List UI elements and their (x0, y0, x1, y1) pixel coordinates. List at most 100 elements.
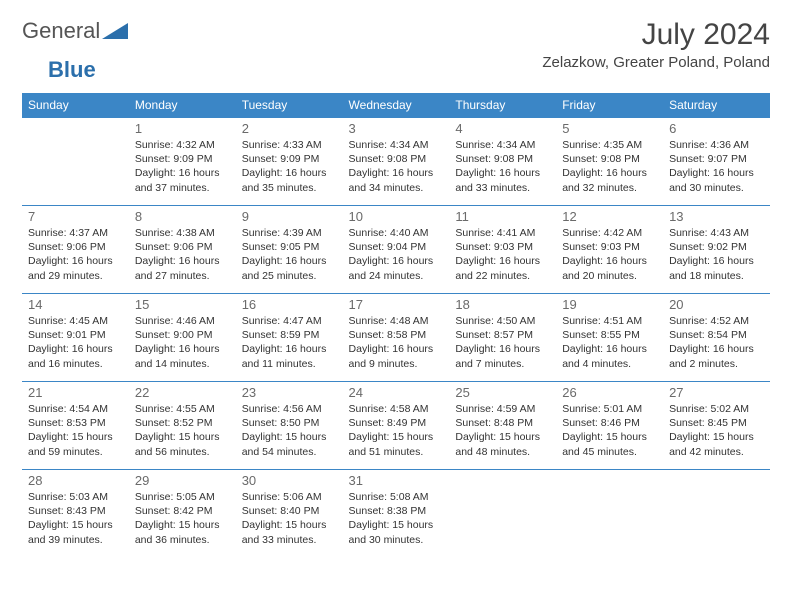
day-number: 7 (28, 209, 123, 224)
calendar-cell: 5Sunrise: 4:35 AMSunset: 9:08 PMDaylight… (556, 118, 663, 206)
day-number: 30 (242, 473, 337, 488)
calendar-cell: 17 Sunrise: 4:48 AMSunset: 8:58 PMDayligh… (343, 294, 450, 382)
day-info: Sunrise: 4:37 AMSunset: 9:06 PMDaylight:… (28, 226, 123, 283)
calendar-cell (449, 470, 556, 558)
day-number: 14 (28, 297, 123, 312)
day-info: Sunrise: 4:38 AMSunset: 9:06 PMDaylight:… (135, 226, 230, 283)
day-info: Sunrise: 5:02 AMSunset: 8:45 PMDaylight:… (669, 402, 764, 459)
day-number: 2 (242, 121, 337, 136)
day-info: Sunrise: 4:48 AMSunset: 8:58 PMDaylight:… (349, 314, 444, 371)
calendar-cell (663, 470, 770, 558)
day-info: Sunrise: 4:47 AMSunset: 8:59 PMDaylight:… (242, 314, 337, 371)
calendar-cell: 13 Sunrise: 4:43 AMSunset: 9:02 PMDayligh… (663, 206, 770, 294)
calendar-cell: 20 Sunrise: 4:52 AMSunset: 8:54 PMDayligh… (663, 294, 770, 382)
calendar-cell: 21 Sunrise: 4:54 AMSunset: 8:53 PMDayligh… (22, 382, 129, 470)
day-number: 12 (562, 209, 657, 224)
calendar-cell: 14 Sunrise: 4:45 AMSunset: 9:01 PMDayligh… (22, 294, 129, 382)
calendar-cell: 4 Sunrise: 4:34 AMSunset: 9:08 PMDaylight… (449, 118, 556, 206)
calendar-cell: 10Sunrise: 4:40 AMSunset: 9:04 PMDayligh… (343, 206, 450, 294)
day-info: Sunrise: 4:41 AMSunset: 9:03 PMDaylight:… (455, 226, 550, 283)
calendar-cell: 12 Sunrise: 4:42 AMSunset: 9:03 PMDayligh… (556, 206, 663, 294)
day-info: Sunrise: 4:42 AMSunset: 9:03 PMDaylight:… (562, 226, 657, 283)
calendar-head: SundayMondayTuesdayWednesdayThursdayFrid… (22, 93, 770, 118)
calendar-week-row: 14 Sunrise: 4:45 AMSunset: 9:01 PMDayligh… (22, 294, 770, 382)
calendar-cell: 27 Sunrise: 5:02 AMSunset: 8:45 PMDayligh… (663, 382, 770, 470)
day-number: 8 (135, 209, 230, 224)
day-header: Friday (556, 93, 663, 118)
day-info: Sunrise: 4:52 AMSunset: 8:54 PMDaylight:… (669, 314, 764, 371)
calendar-week-row: 1Sunrise: 4:32 AMSunset: 9:09 PMDaylight… (22, 118, 770, 206)
calendar-cell: 30 Sunrise: 5:06 AMSunset: 8:40 PMDayligh… (236, 470, 343, 558)
day-info: Sunrise: 5:08 AMSunset: 8:38 PMDaylight:… (349, 490, 444, 547)
day-number: 21 (28, 385, 123, 400)
day-header: Tuesday (236, 93, 343, 118)
day-info: Sunrise: 4:36 AMSunset: 9:07 PMDaylight:… (669, 138, 764, 195)
day-info: Sunrise: 5:05 AMSunset: 8:42 PMDaylight:… (135, 490, 230, 547)
calendar-cell: 2 Sunrise: 4:33 AMSunset: 9:09 PMDaylight… (236, 118, 343, 206)
day-number: 9 (242, 209, 337, 224)
day-number: 29 (135, 473, 230, 488)
day-header: Wednesday (343, 93, 450, 118)
month-title: July 2024 (542, 18, 770, 52)
day-info: Sunrise: 4:32 AMSunset: 9:09 PMDaylight:… (135, 138, 230, 195)
day-info: Sunrise: 4:56 AMSunset: 8:50 PMDaylight:… (242, 402, 337, 459)
calendar-cell: 28 Sunrise: 5:03 AMSunset: 8:43 PMDayligh… (22, 470, 129, 558)
day-info: Sunrise: 4:59 AMSunset: 8:48 PMDaylight:… (455, 402, 550, 459)
day-number: 11 (455, 209, 550, 224)
day-number: 26 (562, 385, 657, 400)
day-info: Sunrise: 4:55 AMSunset: 8:52 PMDaylight:… (135, 402, 230, 459)
day-info: Sunrise: 4:54 AMSunset: 8:53 PMDaylight:… (28, 402, 123, 459)
calendar-cell: 3Sunrise: 4:34 AMSunset: 9:08 PMDaylight… (343, 118, 450, 206)
calendar-week-row: 7 Sunrise: 4:37 AMSunset: 9:06 PMDaylight… (22, 206, 770, 294)
day-info: Sunrise: 4:33 AMSunset: 9:09 PMDaylight:… (242, 138, 337, 195)
day-info: Sunrise: 4:34 AMSunset: 9:08 PMDaylight:… (455, 138, 550, 195)
calendar-week-row: 21 Sunrise: 4:54 AMSunset: 8:53 PMDayligh… (22, 382, 770, 470)
day-info: Sunrise: 4:50 AMSunset: 8:57 PMDaylight:… (455, 314, 550, 371)
calendar-cell: 1Sunrise: 4:32 AMSunset: 9:09 PMDaylight… (129, 118, 236, 206)
calendar-cell: 6Sunrise: 4:36 AMSunset: 9:07 PMDaylight… (663, 118, 770, 206)
logo-word1: General (22, 18, 100, 44)
day-number: 13 (669, 209, 764, 224)
day-number: 17 (349, 297, 444, 312)
calendar-cell: 31 Sunrise: 5:08 AMSunset: 8:38 PMDayligh… (343, 470, 450, 558)
day-number: 24 (349, 385, 444, 400)
logo: General (22, 18, 130, 44)
day-number: 4 (455, 121, 550, 136)
day-info: Sunrise: 5:03 AMSunset: 8:43 PMDaylight:… (28, 490, 123, 547)
day-number: 15 (135, 297, 230, 312)
calendar-table: SundayMondayTuesdayWednesdayThursdayFrid… (22, 93, 770, 558)
day-info: Sunrise: 4:34 AMSunset: 9:08 PMDaylight:… (349, 138, 444, 195)
calendar-cell: 8 Sunrise: 4:38 AMSunset: 9:06 PMDaylight… (129, 206, 236, 294)
day-info: Sunrise: 4:43 AMSunset: 9:02 PMDaylight:… (669, 226, 764, 283)
day-header: Monday (129, 93, 236, 118)
calendar-cell: 22Sunrise: 4:55 AMSunset: 8:52 PMDayligh… (129, 382, 236, 470)
day-number: 27 (669, 385, 764, 400)
calendar-cell: 19Sunrise: 4:51 AMSunset: 8:55 PMDayligh… (556, 294, 663, 382)
day-header: Sunday (22, 93, 129, 118)
day-number: 19 (562, 297, 657, 312)
calendar-cell: 25 Sunrise: 4:59 AMSunset: 8:48 PMDayligh… (449, 382, 556, 470)
day-number: 28 (28, 473, 123, 488)
day-info: Sunrise: 4:58 AMSunset: 8:49 PMDaylight:… (349, 402, 444, 459)
day-number: 5 (562, 121, 657, 136)
day-number: 18 (455, 297, 550, 312)
day-info: Sunrise: 4:45 AMSunset: 9:01 PMDaylight:… (28, 314, 123, 371)
day-number: 25 (455, 385, 550, 400)
calendar-cell: 23Sunrise: 4:56 AMSunset: 8:50 PMDayligh… (236, 382, 343, 470)
title-block: July 2024 Zelazkow, Greater Poland, Pola… (542, 18, 770, 71)
calendar-cell: 11 Sunrise: 4:41 AMSunset: 9:03 PMDayligh… (449, 206, 556, 294)
day-info: Sunrise: 5:01 AMSunset: 8:46 PMDaylight:… (562, 402, 657, 459)
day-info: Sunrise: 4:46 AMSunset: 9:00 PMDaylight:… (135, 314, 230, 371)
day-info: Sunrise: 5:06 AMSunset: 8:40 PMDaylight:… (242, 490, 337, 547)
day-number: 31 (349, 473, 444, 488)
logo-triangle-icon (102, 21, 128, 41)
day-info: Sunrise: 4:39 AMSunset: 9:05 PMDaylight:… (242, 226, 337, 283)
calendar-cell: 15 Sunrise: 4:46 AMSunset: 9:00 PMDayligh… (129, 294, 236, 382)
calendar-cell: 16Sunrise: 4:47 AMSunset: 8:59 PMDayligh… (236, 294, 343, 382)
day-number: 20 (669, 297, 764, 312)
calendar-cell: 29 Sunrise: 5:05 AMSunset: 8:42 PMDayligh… (129, 470, 236, 558)
calendar-cell: 9 Sunrise: 4:39 AMSunset: 9:05 PMDaylight… (236, 206, 343, 294)
day-header: Thursday (449, 93, 556, 118)
calendar-cell (556, 470, 663, 558)
day-info: Sunrise: 4:40 AMSunset: 9:04 PMDaylight:… (349, 226, 444, 283)
